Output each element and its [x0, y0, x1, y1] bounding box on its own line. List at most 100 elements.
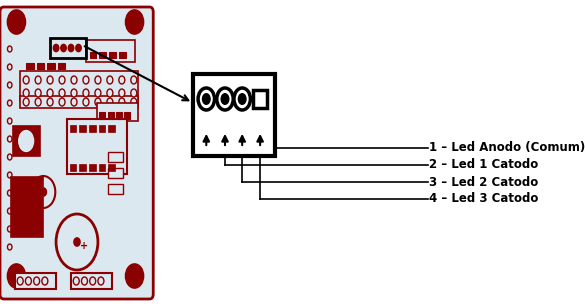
Bar: [97, 122, 103, 134]
Bar: [86, 40, 135, 62]
Circle shape: [59, 89, 65, 97]
Circle shape: [40, 188, 46, 196]
Circle shape: [221, 93, 229, 105]
Circle shape: [95, 98, 101, 106]
Circle shape: [74, 238, 80, 246]
Bar: [71, 273, 112, 289]
Circle shape: [71, 98, 77, 106]
Circle shape: [126, 264, 143, 288]
Circle shape: [17, 129, 35, 153]
Circle shape: [32, 176, 56, 208]
Circle shape: [131, 76, 137, 84]
Bar: [108, 112, 113, 119]
Circle shape: [119, 89, 125, 97]
Circle shape: [8, 244, 12, 250]
Bar: [106, 122, 112, 134]
Circle shape: [73, 277, 79, 285]
Text: 3 – Led 2 Catodo: 3 – Led 2 Catodo: [429, 175, 538, 188]
Circle shape: [47, 98, 53, 106]
Circle shape: [83, 98, 89, 106]
Circle shape: [126, 10, 143, 34]
Bar: [89, 164, 96, 171]
Bar: [11, 177, 43, 237]
Circle shape: [59, 76, 65, 84]
Circle shape: [23, 89, 29, 97]
Circle shape: [131, 89, 137, 97]
Circle shape: [95, 76, 101, 84]
Text: +: +: [80, 241, 88, 251]
Bar: [15, 273, 56, 289]
Circle shape: [8, 118, 12, 124]
Circle shape: [23, 98, 29, 106]
Bar: [26, 63, 33, 69]
Circle shape: [217, 88, 233, 110]
Circle shape: [71, 89, 77, 97]
Circle shape: [234, 88, 250, 110]
Bar: [109, 52, 116, 58]
Bar: [253, 90, 267, 108]
Bar: [193, 74, 275, 156]
Bar: [108, 125, 115, 132]
Circle shape: [59, 98, 65, 106]
Bar: [116, 112, 122, 119]
Circle shape: [8, 208, 12, 214]
Circle shape: [47, 89, 53, 97]
Circle shape: [42, 277, 48, 285]
Circle shape: [8, 190, 12, 196]
Circle shape: [8, 46, 12, 52]
FancyBboxPatch shape: [0, 7, 153, 299]
Bar: [20, 96, 138, 108]
Bar: [79, 164, 86, 171]
Circle shape: [53, 44, 59, 51]
Circle shape: [56, 214, 98, 270]
Text: 4 – Led 3 Catodo: 4 – Led 3 Catodo: [429, 192, 538, 206]
Circle shape: [47, 76, 53, 84]
Bar: [108, 184, 123, 194]
Bar: [124, 112, 130, 119]
Circle shape: [119, 98, 125, 106]
Circle shape: [8, 82, 12, 88]
Bar: [119, 52, 126, 58]
Circle shape: [23, 76, 29, 84]
Circle shape: [202, 93, 211, 105]
Bar: [99, 125, 105, 132]
Circle shape: [8, 154, 12, 160]
Circle shape: [238, 93, 247, 105]
Bar: [79, 125, 86, 132]
Bar: [90, 52, 97, 58]
Bar: [115, 122, 121, 134]
Circle shape: [81, 277, 87, 285]
Circle shape: [8, 10, 25, 34]
Circle shape: [8, 64, 12, 70]
Circle shape: [119, 76, 125, 84]
Circle shape: [8, 172, 12, 178]
Bar: [70, 125, 76, 132]
Circle shape: [90, 277, 96, 285]
Circle shape: [8, 226, 12, 232]
Bar: [50, 38, 86, 58]
Bar: [108, 168, 123, 178]
Text: 1 – Led Anodo (Comum): 1 – Led Anodo (Comum): [429, 141, 585, 154]
Bar: [108, 164, 115, 171]
Bar: [37, 63, 44, 69]
Bar: [13, 126, 40, 156]
Bar: [99, 52, 106, 58]
Bar: [57, 63, 65, 69]
Circle shape: [107, 76, 113, 84]
Circle shape: [17, 277, 23, 285]
Circle shape: [61, 44, 66, 51]
Circle shape: [131, 98, 137, 106]
Circle shape: [83, 89, 89, 97]
Circle shape: [25, 277, 32, 285]
Bar: [99, 164, 105, 171]
Bar: [89, 125, 96, 132]
Circle shape: [83, 76, 89, 84]
Bar: [108, 152, 123, 162]
Circle shape: [71, 76, 77, 84]
Circle shape: [35, 98, 41, 106]
Circle shape: [33, 277, 40, 285]
Circle shape: [8, 100, 12, 106]
Circle shape: [76, 44, 81, 51]
Text: 2 – Led 1 Catodo: 2 – Led 1 Catodo: [429, 158, 538, 171]
Circle shape: [8, 136, 12, 142]
